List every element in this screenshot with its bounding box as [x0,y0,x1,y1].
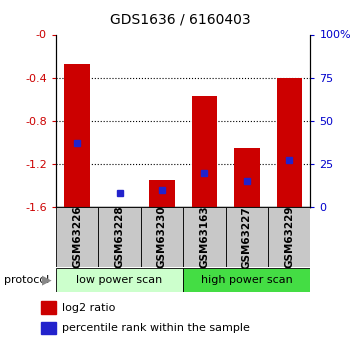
Text: GSM63226: GSM63226 [72,206,82,268]
Text: GSM63227: GSM63227 [242,206,252,268]
Bar [41,301,56,314]
Bar [56,268,183,292]
Text: ▶: ▶ [42,273,52,286]
Bar [192,96,217,207]
Text: GSM63228: GSM63228 [114,206,125,268]
Text: log2 ratio: log2 ratio [62,303,116,313]
Bar [183,207,226,267]
Bar [277,78,302,207]
Text: percentile rank within the sample: percentile rank within the sample [62,323,250,333]
Text: GDS1636 / 6160403: GDS1636 / 6160403 [110,12,251,26]
Bar [56,207,98,267]
Bar [41,322,56,334]
Bar [226,207,268,267]
Text: GSM63230: GSM63230 [157,206,167,268]
Text: GSM63229: GSM63229 [284,206,294,268]
Bar [268,207,310,267]
Bar [141,207,183,267]
Text: high power scan: high power scan [201,275,293,285]
Text: protocol: protocol [4,275,49,285]
Bar [183,268,310,292]
Bar [98,207,141,267]
Text: GSM63163: GSM63163 [199,206,209,268]
Bar [234,148,260,207]
Bar [149,180,175,207]
Bar [64,63,90,207]
Text: low power scan: low power scan [77,275,163,285]
